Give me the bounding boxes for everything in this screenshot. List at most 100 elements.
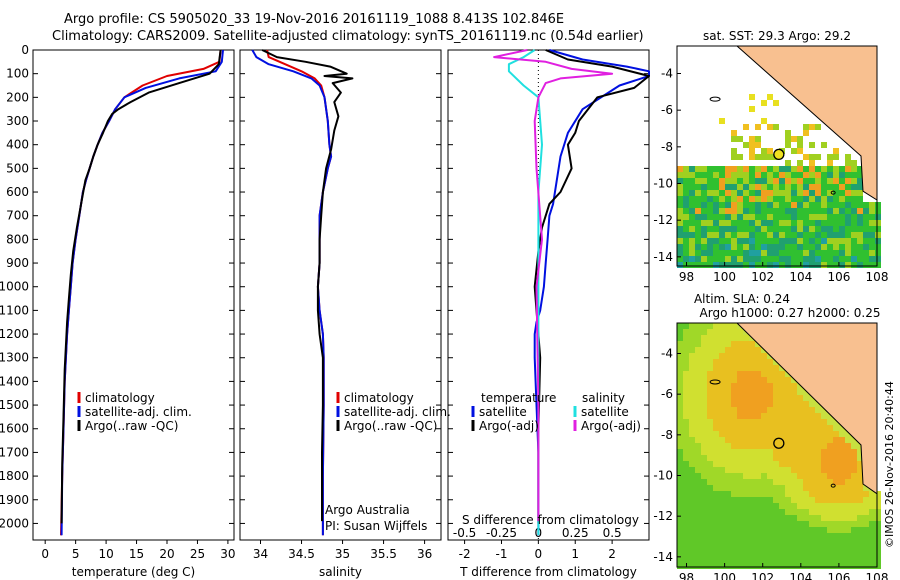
map-cell [767, 545, 773, 551]
map-frame [676, 322, 878, 568]
map-cell [869, 256, 875, 262]
map-cell [839, 214, 845, 220]
map-cell [701, 256, 707, 262]
map-cell [851, 196, 857, 202]
map-cell [683, 250, 689, 256]
map-cell [707, 497, 713, 503]
map-cell [797, 160, 803, 166]
y-tick-label: 400 [6, 138, 29, 152]
map-cell [713, 413, 719, 419]
map-cell [845, 521, 851, 527]
map-cell [827, 190, 833, 196]
map-cell [749, 106, 755, 112]
map-cell [683, 359, 689, 365]
map-cell [821, 503, 827, 509]
map-cell [743, 256, 749, 262]
map-cell [749, 250, 755, 256]
map-cell [719, 190, 725, 196]
map-cell [815, 491, 821, 497]
map-cell [731, 238, 737, 244]
map-cell [803, 202, 809, 208]
map-cell [851, 485, 857, 491]
map-cell [773, 509, 779, 515]
map-cell [677, 166, 683, 172]
map-cell [707, 190, 713, 196]
map-cell [821, 509, 827, 515]
map-cell [809, 184, 815, 190]
map-cell [821, 142, 827, 148]
map-cell [791, 461, 797, 467]
map-cell [731, 262, 737, 268]
map-cell [875, 256, 881, 262]
map-cell [827, 533, 833, 539]
map-cell [797, 142, 803, 148]
map-cell [785, 479, 791, 485]
map-cell [689, 455, 695, 461]
map-cell [797, 238, 803, 244]
map-cell [743, 491, 749, 497]
map-cell [839, 551, 845, 557]
map-cell [833, 515, 839, 521]
map-cell [791, 551, 797, 557]
map-cell [737, 256, 743, 262]
map-cell [833, 220, 839, 226]
map-cell [797, 515, 803, 521]
map-cell [833, 563, 839, 569]
map-cell [749, 202, 755, 208]
y-tick-label: 600 [6, 185, 29, 199]
map-cell [815, 244, 821, 250]
map-cell [701, 166, 707, 172]
map-cell [797, 443, 803, 449]
map-cell [713, 383, 719, 389]
map-cell [827, 226, 833, 232]
map-cell [779, 244, 785, 250]
map-cell [785, 377, 791, 383]
map-cell [677, 461, 683, 467]
map-cell [713, 244, 719, 250]
map-cell [683, 335, 689, 341]
map-cell [713, 539, 719, 545]
map-cell [677, 467, 683, 473]
map-cell [749, 491, 755, 497]
map-cell [737, 341, 743, 347]
map-cell [695, 238, 701, 244]
map-cell [815, 431, 821, 437]
map-cell [827, 491, 833, 497]
map-cell [725, 449, 731, 455]
map-cell [731, 521, 737, 527]
map-cell [833, 190, 839, 196]
map-cell [749, 172, 755, 178]
map-cell [803, 515, 809, 521]
map-cell [809, 220, 815, 226]
map-cell [707, 509, 713, 515]
map-cell [815, 557, 821, 563]
y-tick-label: 500 [6, 161, 29, 175]
map-cell [737, 214, 743, 220]
map-cell [797, 551, 803, 557]
map-cell [761, 533, 767, 539]
map-cell [701, 497, 707, 503]
temperature-x-tick-label: 15 [129, 547, 144, 561]
map-cell [677, 365, 683, 371]
map-cell [773, 479, 779, 485]
map-cell [773, 521, 779, 527]
map-cell [875, 238, 881, 244]
map-cell [731, 202, 737, 208]
map-cell [689, 563, 695, 569]
map-cell [767, 539, 773, 545]
map-cell [791, 449, 797, 455]
temperature-plot-frame [32, 49, 235, 541]
map-cell [713, 491, 719, 497]
map-cell [857, 539, 863, 545]
map-cell [695, 383, 701, 389]
map-cell [689, 437, 695, 443]
map-cell [713, 497, 719, 503]
map-cell [725, 509, 731, 515]
map-cell [683, 196, 689, 202]
map-cell [677, 425, 683, 431]
map-cell [851, 515, 857, 521]
map-cell [731, 244, 737, 250]
map-x-tick-label: 98 [679, 270, 694, 284]
map-cell [725, 425, 731, 431]
map-cell [779, 401, 785, 407]
